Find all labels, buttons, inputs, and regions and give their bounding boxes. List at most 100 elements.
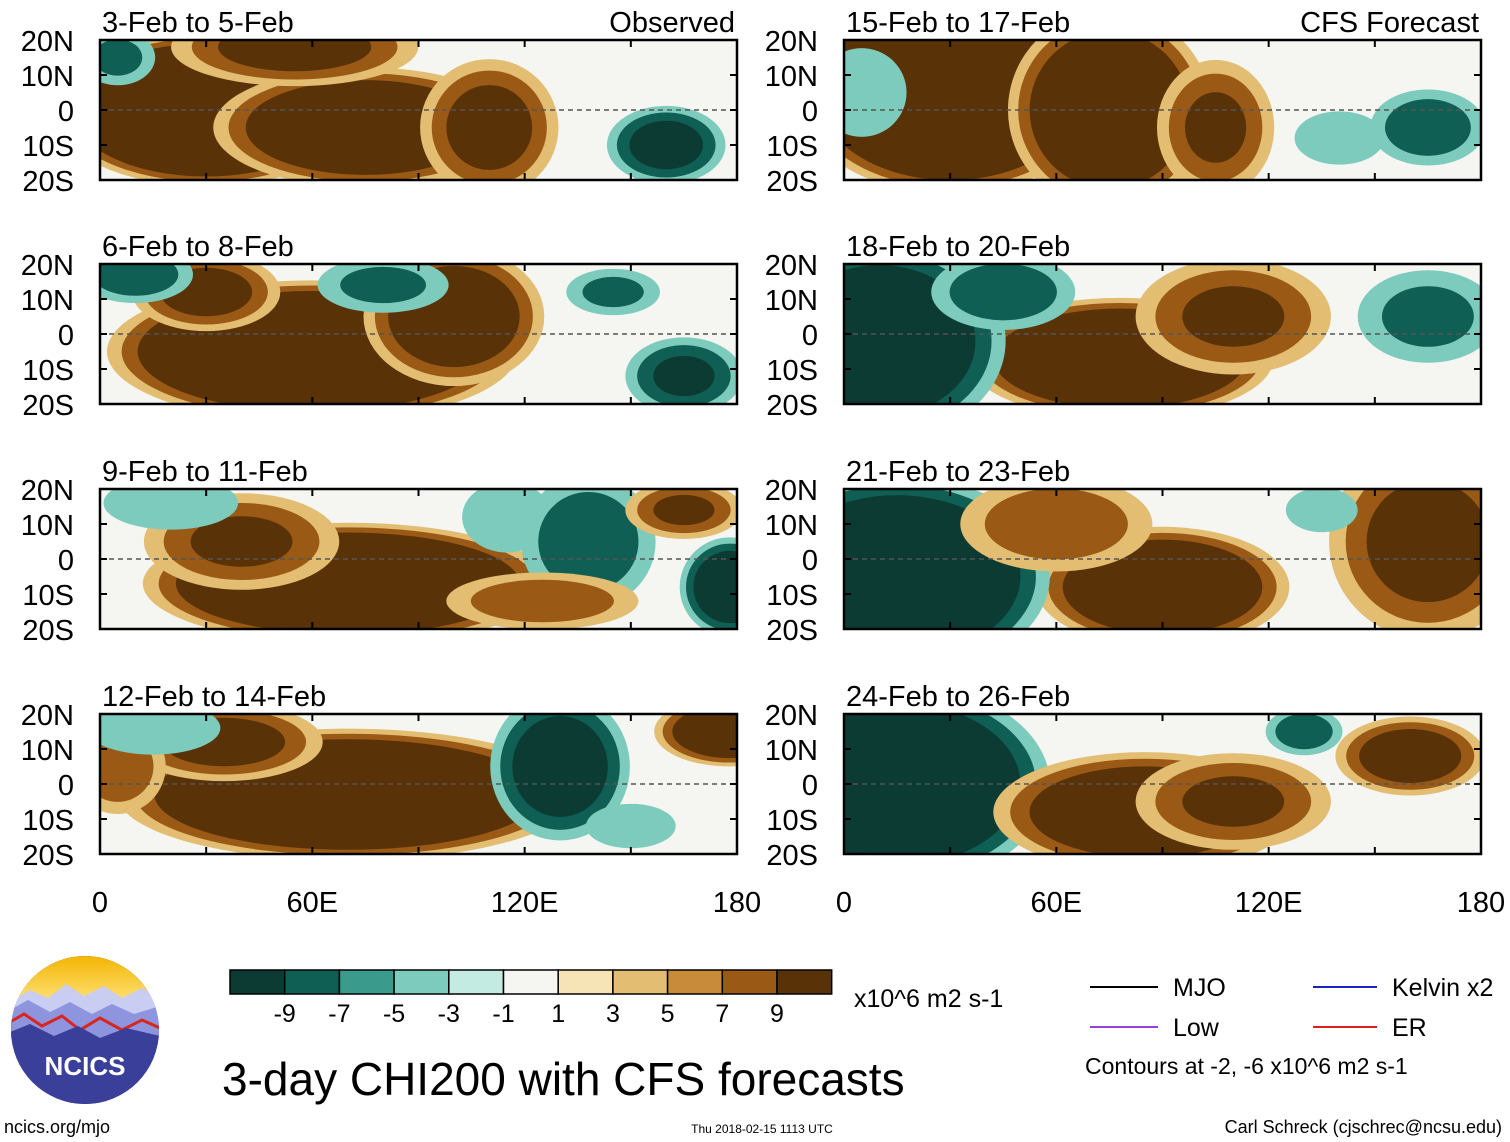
- anomaly-contour: [1184, 92, 1247, 163]
- anomaly-contour: [1182, 286, 1285, 347]
- y-tick-label: 10N: [765, 735, 818, 767]
- y-tick-label: 10S: [22, 805, 74, 837]
- anomaly-contour: [984, 489, 1128, 560]
- colorbar-swatch: [338, 969, 395, 995]
- anomaly-contour: [844, 728, 982, 840]
- anomaly-contour: [1285, 489, 1358, 533]
- legend-label-low: Low: [1173, 1014, 1220, 1042]
- timestamp: Thu 2018-02-15 1113 UTC: [691, 1122, 833, 1136]
- legend-label-er: ER: [1392, 1014, 1427, 1042]
- y-tick-label: 20N: [765, 700, 818, 732]
- panel-field: [100, 714, 737, 854]
- colorbar-tick-label: -7: [328, 1000, 350, 1028]
- y-tick-label: 20N: [765, 250, 818, 282]
- anomaly-contour: [100, 40, 143, 76]
- panel-period-label: 21-Feb to 23-Feb: [846, 456, 1070, 488]
- anomaly-contour: [844, 301, 930, 381]
- panel-field: [100, 40, 737, 180]
- anomaly-contour: [844, 520, 982, 629]
- anomaly-contour: [470, 579, 614, 623]
- colorbar-tick-label: 7: [715, 1000, 729, 1028]
- anomaly-contour: [1376, 738, 1444, 774]
- x-tick-label: 180: [1457, 887, 1505, 919]
- panel-period-label: 15-Feb to 17-Feb: [846, 7, 1070, 39]
- y-tick-label: 10N: [21, 735, 74, 767]
- colorbar-swatch: [448, 969, 505, 995]
- y-tick-label: 0: [58, 320, 74, 352]
- panel-field: [844, 264, 1481, 404]
- y-tick-label: 20S: [766, 390, 818, 422]
- colorbar-tick-label: 9: [770, 1000, 784, 1028]
- column-source-label: CFS Forecast: [1300, 7, 1479, 39]
- legend-label-mjo: MJO: [1173, 974, 1226, 1002]
- anomaly-contour: [103, 489, 239, 530]
- y-tick-label: 10S: [22, 131, 74, 163]
- y-tick-label: 0: [58, 770, 74, 802]
- colorbar-tick-label: 5: [661, 1000, 675, 1028]
- panel-field: [100, 264, 737, 404]
- y-tick-label: 10N: [765, 510, 818, 542]
- colorbar-tick-label: 1: [551, 1000, 565, 1028]
- anomaly-contour: [100, 264, 179, 296]
- y-tick-label: 20N: [21, 250, 74, 282]
- anomaly-contour: [1366, 489, 1481, 603]
- anomaly-contour: [1275, 714, 1333, 750]
- colorbar-tick-label: 3: [606, 1000, 620, 1028]
- y-tick-label: 0: [802, 96, 818, 128]
- y-tick-label: 0: [58, 545, 74, 577]
- panel-period-label: 24-Feb to 26-Feb: [846, 681, 1070, 713]
- anomaly-contour: [1182, 776, 1285, 827]
- y-tick-label: 20S: [766, 840, 818, 872]
- y-tick-label: 0: [802, 770, 818, 802]
- anomaly-contour: [629, 120, 703, 170]
- y-tick-label: 10N: [21, 61, 74, 93]
- colorbar-swatch: [666, 969, 724, 995]
- anomaly-contour: [218, 40, 372, 72]
- logo-text: NCICS: [45, 1051, 126, 1081]
- anomaly-contour: [653, 355, 715, 397]
- colorbar-units: x10^6 m2 s-1: [854, 985, 1003, 1013]
- y-tick-label: 0: [58, 96, 74, 128]
- colorbar-swatch: [283, 969, 341, 995]
- y-tick-label: 10N: [765, 61, 818, 93]
- x-tick-label: 60E: [1031, 887, 1083, 919]
- anomaly-contour: [100, 714, 221, 755]
- colorbar: -9 -7 -5 -3 -1 1 3 5 7 9 x10^6 m2 s-1: [229, 969, 1003, 1028]
- site-url: ncics.org/mjo: [4, 1117, 110, 1137]
- y-tick-label: 20N: [765, 26, 818, 58]
- y-tick-label: 20S: [766, 615, 818, 647]
- colorbar-swatch: [502, 969, 559, 995]
- anomaly-contour: [446, 85, 533, 170]
- y-tick-label: 10S: [766, 805, 818, 837]
- colorbar-tick-label: -9: [274, 1000, 296, 1028]
- y-tick-label: 20S: [766, 166, 818, 198]
- panel-period-label: 9-Feb to 11-Feb: [102, 456, 308, 488]
- anomaly-contour: [190, 516, 293, 567]
- anomaly-contour: [340, 266, 427, 304]
- colorbar-swatch: [393, 969, 450, 995]
- colorbar-tick-label: -3: [438, 1000, 460, 1028]
- y-tick-label: 10S: [22, 580, 74, 612]
- anomaly-contour: [528, 733, 592, 800]
- y-tick-label: 20N: [21, 475, 74, 507]
- anomaly-contour: [699, 717, 737, 746]
- y-tick-label: 10S: [766, 580, 818, 612]
- panel-period-label: 18-Feb to 20-Feb: [846, 231, 1070, 263]
- y-tick-label: 10N: [765, 285, 818, 317]
- y-tick-label: 20S: [22, 840, 74, 872]
- y-tick-label: 20S: [22, 615, 74, 647]
- chart-title: 3-day CHI200 with CFS forecasts: [222, 1053, 905, 1105]
- anomaly-contour: [1381, 286, 1474, 347]
- panel-field: [844, 489, 1481, 629]
- ncics-logo: NCICS: [11, 956, 159, 1104]
- y-tick-label: 10N: [21, 285, 74, 317]
- anomaly-contour: [291, 98, 440, 157]
- panel-field: [100, 489, 737, 629]
- y-tick-label: 10S: [766, 131, 818, 163]
